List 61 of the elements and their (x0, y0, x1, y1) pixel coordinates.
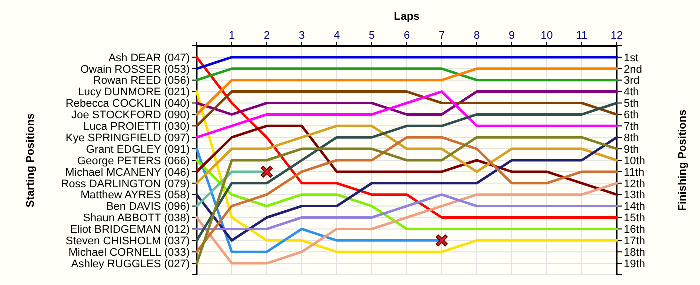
x-tick-label: 1 (228, 30, 236, 42)
series-label: Michael CORNELL (033) (68, 246, 190, 259)
line-series (196, 159, 618, 230)
line-series (196, 124, 618, 196)
series-label: Joe STOCKFORD (090) (72, 110, 190, 122)
y2-tick-label: 19th (624, 258, 646, 270)
y2-tick-label: 17th (624, 236, 646, 248)
x-tick-label: 3 (298, 30, 306, 42)
series-label: Luca PROIETTI (030) (84, 121, 190, 133)
y2-tick-label: 4th (624, 86, 640, 99)
y2-tick-label: 12th (624, 178, 646, 190)
y2-tick-label: 7th (624, 121, 640, 133)
series-label: Shaun ABBOTT (038) (83, 212, 190, 225)
x-tick-label: 2 (264, 30, 270, 42)
x-tick-label: 6 (404, 30, 410, 42)
y2-tick-label: 11th (624, 166, 645, 179)
y2-tick-label: 14th (624, 201, 646, 214)
y2-tick-label: 6th (624, 110, 640, 122)
x-tick-label: 10 (540, 30, 554, 42)
series-label: Rebecca COCKLIN (040) (66, 98, 190, 110)
y2-tick-label: 10th (624, 155, 646, 168)
series-label: Ross DARLINGTON (079) (61, 178, 190, 190)
line-series (196, 124, 618, 185)
line-series (196, 90, 618, 139)
series-label: Ash DEAR (047) (108, 52, 190, 64)
series-label: Owain ROSSER (053) (80, 64, 190, 76)
series-label: Ben DAVIS (096) (106, 201, 190, 214)
text: Starting Positions (25, 113, 37, 208)
series-label: Matthew AYRES (058) (80, 190, 190, 202)
y2-tick-label: 1st (624, 52, 639, 64)
y2-tick-label: 16th (624, 224, 646, 236)
x-tick-label: 4 (334, 30, 340, 42)
series-label: Rowan REED (056) (93, 75, 190, 88)
x-tick-label: 9 (508, 30, 516, 42)
line-series (196, 182, 618, 265)
y2-tick-label: 5th (624, 98, 640, 110)
series-label: George PETERS (066) (78, 155, 190, 168)
x-tick-label: 5 (368, 30, 376, 42)
line-series (196, 194, 618, 230)
y2-tick-label: 2nd (624, 64, 642, 76)
y2-tick-label: 15th (624, 212, 646, 225)
y2-tick-label: 9th (624, 144, 640, 156)
series-label: Kye SPRINGFIELD (097) (66, 132, 190, 144)
line-series (196, 56, 618, 219)
series-label: Grant EDGLEY (091) (86, 144, 190, 156)
x-tick-label: 8 (474, 30, 480, 42)
y2-axis-title: Finishing Positions (677, 110, 689, 212)
x-tick-label: 12 (610, 30, 624, 42)
series-label: Lucy DUNMORE (021) (78, 86, 190, 99)
x-tick-label: 11 (576, 30, 588, 42)
y2-tick-label: 3rd (624, 75, 640, 88)
series-label: Steven CHISHOLM (037) (66, 236, 190, 248)
series-label: Ashley RUGGLES (027) (71, 258, 190, 270)
x-tick-label: 7 (438, 30, 446, 42)
x-axis-title: Laps (394, 11, 420, 23)
series-label: Michael MCANENY (046) (65, 166, 190, 179)
line-series (196, 90, 618, 128)
y2-tick-label: 8th (624, 132, 640, 144)
series-label: Eliot BRIDGEMAN (012) (70, 224, 190, 236)
y2-tick-label: 13th (624, 190, 646, 202)
y2-tick-label: 18th (624, 246, 646, 259)
